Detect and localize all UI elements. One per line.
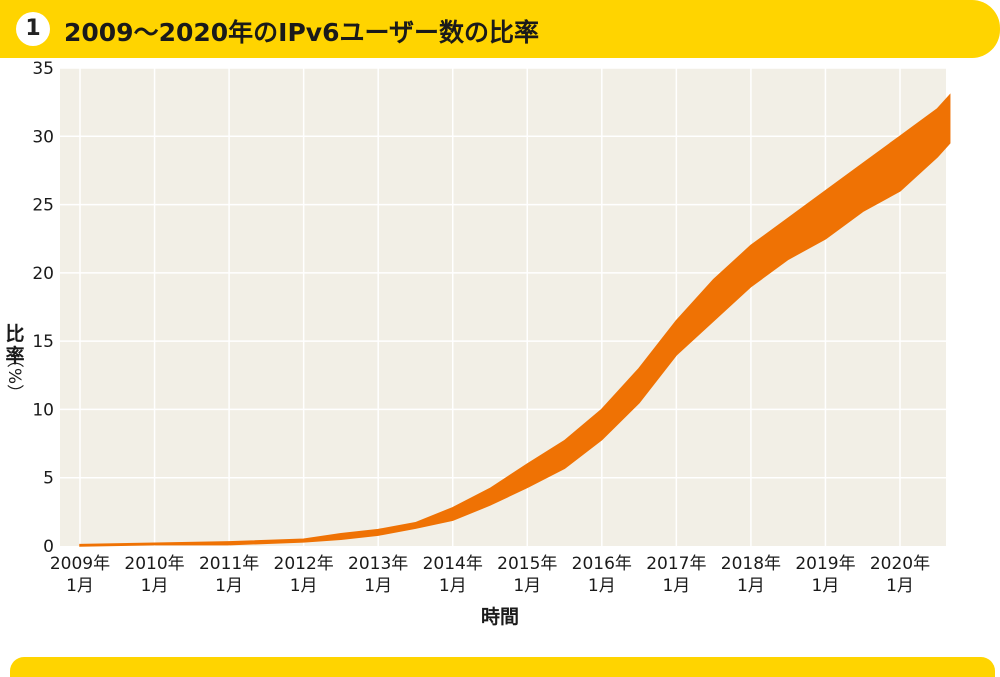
y-axis-ticks: 0 5 10 15 20 25 30 35 xyxy=(32,59,54,557)
x-axis-title: 時間 xyxy=(481,606,519,628)
x-tick-month: 1月 xyxy=(812,576,840,596)
title-bar: 1 2009〜2020年のIPv6ユーザー数の比率 xyxy=(0,0,1000,58)
y-tick-label: 10 xyxy=(32,400,54,420)
ipv6-ratio-area xyxy=(79,93,951,547)
x-tick-year: 2010年 xyxy=(124,554,184,574)
x-tick-year: 2014年 xyxy=(423,554,483,574)
chart-title: 2009〜2020年のIPv6ユーザー数の比率 xyxy=(64,18,539,47)
y-tick-label: 35 xyxy=(32,59,54,79)
x-axis-ticks: 2009年1月2010年1月2011年1月2012年1月2013年1月2014年… xyxy=(50,554,930,596)
x-tick-month: 1月 xyxy=(588,576,616,596)
x-tick-year: 2019年 xyxy=(795,554,855,574)
y-tick-label: 0 xyxy=(43,537,54,557)
x-tick-year: 2016年 xyxy=(572,554,632,574)
x-tick-year: 2018年 xyxy=(721,554,781,574)
data-area-group xyxy=(79,93,951,547)
x-tick-month: 1月 xyxy=(290,576,318,596)
x-tick-year: 2011年 xyxy=(199,554,259,574)
y-axis-title-char: 率 xyxy=(5,344,24,367)
x-tick-month: 1月 xyxy=(364,576,392,596)
plot-background xyxy=(60,68,946,546)
x-tick-month: 1月 xyxy=(513,576,541,596)
x-tick-year: 2012年 xyxy=(274,554,334,574)
y-tick-label: 20 xyxy=(32,264,54,284)
x-tick-month: 1月 xyxy=(737,576,765,596)
y-tick-label: 15 xyxy=(32,332,54,352)
bottom-bar xyxy=(10,657,995,677)
x-tick-month: 1月 xyxy=(439,576,467,596)
figure-number-badge: 1 xyxy=(16,12,50,46)
x-tick-year: 2020年 xyxy=(870,554,930,574)
y-tick-label: 25 xyxy=(32,196,54,216)
x-tick-month: 1月 xyxy=(215,576,243,596)
x-tick-year: 2015年 xyxy=(497,554,557,574)
x-tick-month: 1月 xyxy=(66,576,94,596)
y-axis-title-char: 比 xyxy=(5,323,24,345)
y-axis-title-unit: （%） xyxy=(4,351,24,401)
x-tick-month: 1月 xyxy=(662,576,690,596)
x-tick-year: 2013年 xyxy=(348,554,408,574)
y-tick-label: 5 xyxy=(43,469,54,489)
x-tick-month: 1月 xyxy=(886,576,914,596)
y-axis-title: 比率（%） xyxy=(4,323,25,401)
x-tick-month: 1月 xyxy=(141,576,169,596)
y-tick-label: 30 xyxy=(32,127,54,147)
x-tick-year: 2017年 xyxy=(646,554,706,574)
x-tick-year: 2009年 xyxy=(50,554,110,574)
